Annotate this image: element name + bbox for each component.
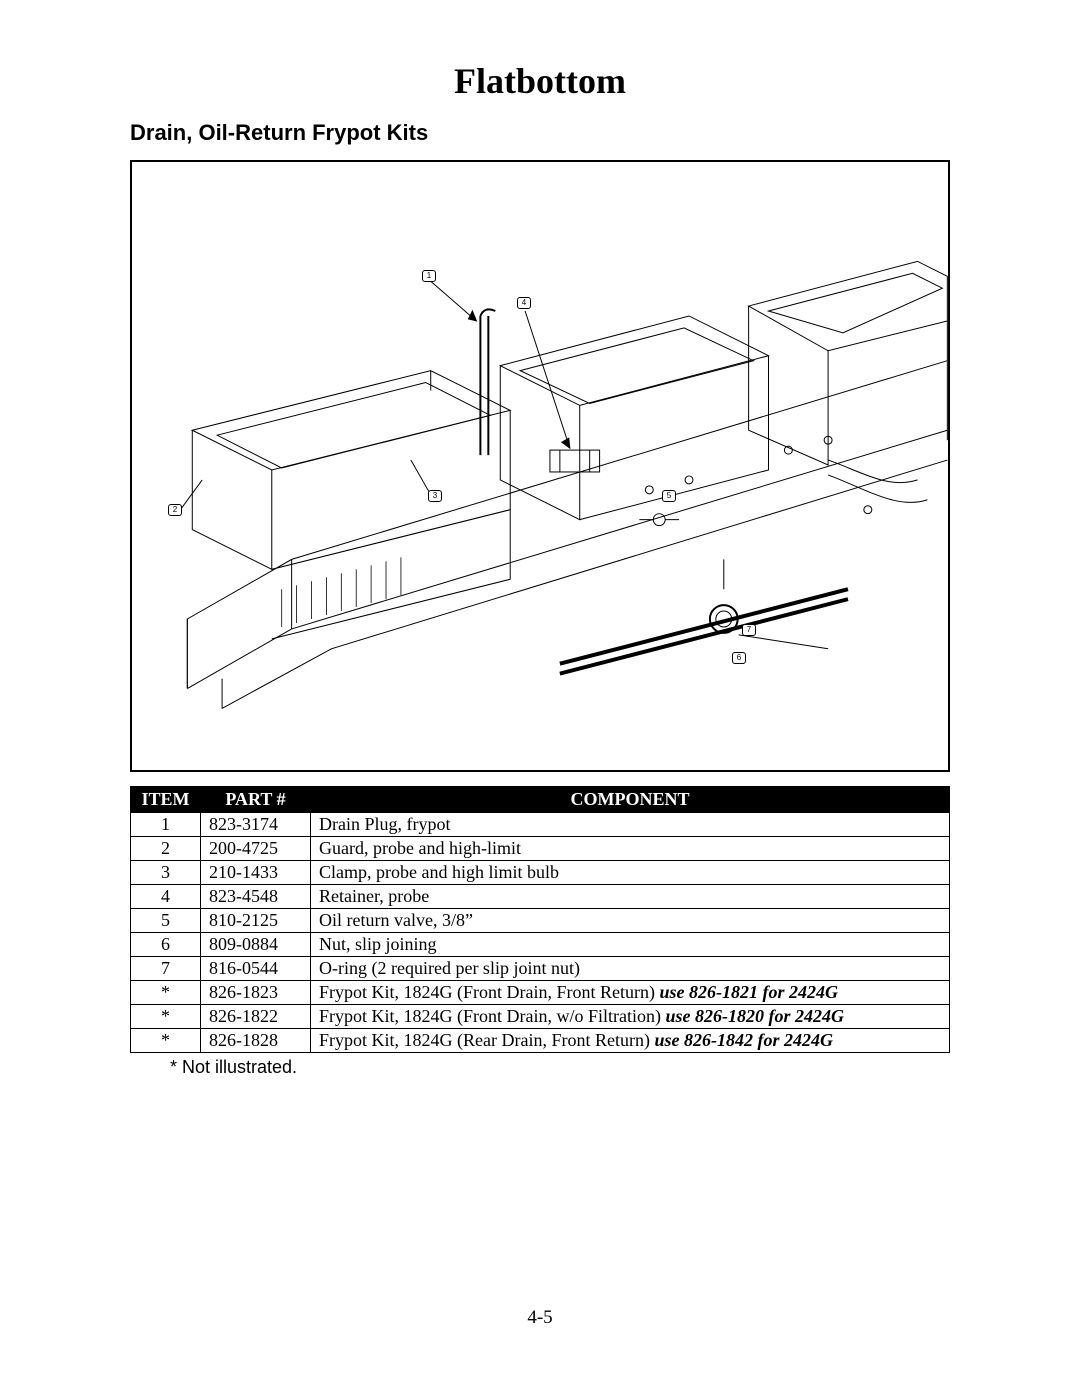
table-row: 3210-1433 Clamp, probe and high limit bul… [131, 861, 950, 885]
col-component: COMPONENT [311, 787, 950, 813]
cell-component: Retainer, probe [311, 885, 950, 909]
parts-table: ITEM PART # COMPONENT 1823-3174 Drain Plu… [130, 786, 950, 1053]
cell-item: 6 [131, 933, 201, 957]
cell-component: Frypot Kit, 1824G (Rear Drain, Front Ret… [311, 1029, 950, 1053]
cell-part: 823-3174 [201, 813, 311, 837]
cell-item: 4 [131, 885, 201, 909]
cell-item: * [131, 981, 201, 1005]
callout-5: 5 [662, 490, 676, 502]
callout-7: 7 [742, 624, 756, 636]
table-header-row: ITEM PART # COMPONENT [131, 787, 950, 813]
cell-component: O-ring (2 required per slip joint nut) [311, 957, 950, 981]
component-text: Oil return valve, 3/8” [319, 910, 473, 930]
table-row: 1823-3174 Drain Plug, frypot [131, 813, 950, 837]
table-row: 4823-4548 Retainer, probe [131, 885, 950, 909]
callout-2: 2 [168, 504, 182, 516]
table-row: 7816-0544 O-ring (2 required per slip joi… [131, 957, 950, 981]
cell-component: Nut, slip joining [311, 933, 950, 957]
col-part: PART # [201, 787, 311, 813]
cell-item: 2 [131, 837, 201, 861]
table-row: *826-1823 Frypot Kit, 1824G (Front Drain,… [131, 981, 950, 1005]
callout-1: 1 [422, 270, 436, 282]
component-text: Drain Plug, frypot [319, 814, 450, 834]
cell-part: 826-1823 [201, 981, 311, 1005]
section-subtitle: Drain, Oil-Return Frypot Kits [130, 120, 950, 146]
cell-component: Drain Plug, frypot [311, 813, 950, 837]
cell-part: 826-1822 [201, 1005, 311, 1029]
component-text: Frypot Kit, 1824G (Front Drain, w/o Filt… [319, 1006, 665, 1026]
cell-part: 823-4548 [201, 885, 311, 909]
cell-item: 1 [131, 813, 201, 837]
component-text: Clamp, probe and high limit bulb [319, 862, 559, 882]
callout-4: 4 [517, 297, 531, 309]
callout-6: 6 [732, 652, 746, 664]
cell-item: * [131, 1029, 201, 1053]
cell-component: Clamp, probe and high limit bulb [311, 861, 950, 885]
footnote: * Not illustrated. [130, 1057, 950, 1078]
cell-part: 809-0884 [201, 933, 311, 957]
component-text: Guard, probe and high-limit [319, 838, 521, 858]
component-text: O-ring (2 required per slip joint nut) [319, 958, 580, 978]
cell-item: 5 [131, 909, 201, 933]
component-text: Nut, slip joining [319, 934, 437, 954]
table-row: *826-1828 Frypot Kit, 1824G (Rear Drain, … [131, 1029, 950, 1053]
exploded-diagram: 1 4 2 3 5 6 7 [130, 160, 950, 772]
cell-component: Oil return valve, 3/8” [311, 909, 950, 933]
component-text: Retainer, probe [319, 886, 429, 906]
cell-component: Frypot Kit, 1824G (Front Drain, Front Re… [311, 981, 950, 1005]
table-row: 6809-0884 Nut, slip joining [131, 933, 950, 957]
cell-part: 810-2125 [201, 909, 311, 933]
table-row: 2200-4725 Guard, probe and high-limit [131, 837, 950, 861]
cell-part: 816-0544 [201, 957, 311, 981]
cell-item: * [131, 1005, 201, 1029]
page-number: 4-5 [0, 1307, 1080, 1329]
cell-component: Guard, probe and high-limit [311, 837, 950, 861]
table-row: *826-1822 Frypot Kit, 1824G (Front Drain,… [131, 1005, 950, 1029]
component-note: use 826-1821 for 2424G [659, 982, 838, 1002]
cell-item: 3 [131, 861, 201, 885]
component-text: Frypot Kit, 1824G (Front Drain, Front Re… [319, 982, 659, 1002]
cell-component: Frypot Kit, 1824G (Front Drain, w/o Filt… [311, 1005, 950, 1029]
col-item: ITEM [131, 787, 201, 813]
cell-item: 7 [131, 957, 201, 981]
cell-part: 210-1433 [201, 861, 311, 885]
table-row: 5810-2125 Oil return valve, 3/8” [131, 909, 950, 933]
cell-part: 200-4725 [201, 837, 311, 861]
callout-3: 3 [428, 490, 442, 502]
component-note: use 826-1820 for 2424G [665, 1006, 844, 1026]
component-text: Frypot Kit, 1824G (Rear Drain, Front Ret… [319, 1030, 654, 1050]
diagram-svg [132, 162, 948, 770]
page-title: Flatbottom [130, 60, 950, 102]
cell-part: 826-1828 [201, 1029, 311, 1053]
component-note: use 826-1842 for 2424G [654, 1030, 833, 1050]
